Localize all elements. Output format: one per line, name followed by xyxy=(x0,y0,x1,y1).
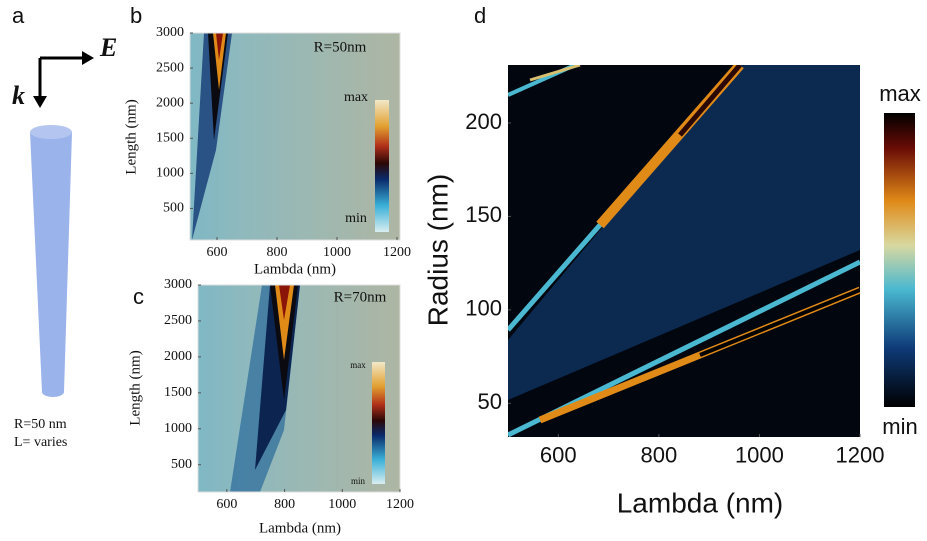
colorbar xyxy=(372,362,385,484)
colorbar-label: max xyxy=(350,360,366,370)
caption: R=50 nm xyxy=(14,417,67,432)
nanowire xyxy=(30,132,72,397)
colorbar xyxy=(375,100,389,232)
y-tick-label: 150 xyxy=(465,202,502,227)
heatmap-image xyxy=(190,33,400,240)
x-tick-label: 800 xyxy=(640,443,677,468)
wavevector-label: k xyxy=(12,81,25,110)
colorbar xyxy=(884,113,915,407)
chart: 600 800 1000 1200 500 1000 1500 2000 2500 3000 b R=… xyxy=(123,3,411,278)
y-axis-label: Length (nm) xyxy=(127,350,143,425)
annotation: R=70nm xyxy=(334,289,387,305)
y-tick-label: 100 xyxy=(465,296,502,321)
panel-label: d xyxy=(474,3,486,28)
y-tick-label: 2000 xyxy=(156,95,184,110)
y-tick-label: 2500 xyxy=(164,313,192,328)
y-tick-label: 1500 xyxy=(164,385,192,400)
y-tick-label: 200 xyxy=(465,109,502,134)
panel-label: b xyxy=(130,3,142,28)
y-tick-label: 500 xyxy=(171,457,192,472)
e-arrowhead xyxy=(82,51,94,65)
colorbar-label: max xyxy=(344,90,368,105)
x-tick-label: 1000 xyxy=(328,497,356,512)
y-tick-label: 500 xyxy=(163,201,184,216)
panel-label: c xyxy=(133,284,144,309)
y-tick-label: 1000 xyxy=(156,166,184,181)
x-tick-label: 1200 xyxy=(386,497,414,512)
x-tick-label: 600 xyxy=(540,443,577,468)
x-tick-label: 800 xyxy=(267,245,288,260)
x-tick-label: 800 xyxy=(274,497,295,512)
field-label: E xyxy=(99,33,117,62)
colorbar-label: min xyxy=(345,211,367,226)
colorbar-label: max xyxy=(879,81,921,106)
heatmap-image xyxy=(508,65,860,437)
k-arrowhead xyxy=(33,96,47,108)
nanowire-top xyxy=(30,125,72,139)
colorbar-label: min xyxy=(882,414,917,439)
chart: 600 800 1000 1200 50 100 150 200 d Lambda (nm) Rad… xyxy=(422,3,920,519)
y-tick-label: 2500 xyxy=(156,60,184,75)
y-tick-label: 2000 xyxy=(164,349,192,364)
x-axis-label: Lambda (nm) xyxy=(259,520,341,536)
y-tick-label: 3000 xyxy=(164,277,192,292)
x-tick-label: 600 xyxy=(216,497,237,512)
y-tick-label: 1000 xyxy=(164,421,192,436)
caption: L= varies xyxy=(14,435,67,450)
x-tick-label: 1000 xyxy=(323,245,351,260)
y-tick-label: 50 xyxy=(478,389,502,414)
x-tick-label: 600 xyxy=(207,245,228,260)
x-axis-label: Lambda (nm) xyxy=(254,261,336,277)
plot-frame xyxy=(189,32,401,241)
y-axis-label: Length (nm) xyxy=(123,99,139,174)
heatmap-image xyxy=(198,285,400,492)
panel-label: a xyxy=(12,3,25,28)
schematic: a E k R=50 nm L= varies xyxy=(12,3,117,450)
chart: 600 800 1000 1200 500 1000 1500 2000 2500 3000 c R=… xyxy=(127,277,414,536)
colorbar-label: min xyxy=(351,476,366,486)
x-tick-label: 1000 xyxy=(735,443,784,468)
x-tick-label: 1200 xyxy=(836,443,885,468)
y-tick-label: 1500 xyxy=(156,130,184,145)
x-tick-label: 1200 xyxy=(383,245,411,260)
plot-frame xyxy=(197,284,401,493)
annotation: R=50nm xyxy=(314,39,367,55)
x-axis-label: Lambda (nm) xyxy=(617,487,784,518)
y-axis-label: Radius (nm) xyxy=(422,174,453,326)
y-tick-label: 3000 xyxy=(156,25,184,40)
